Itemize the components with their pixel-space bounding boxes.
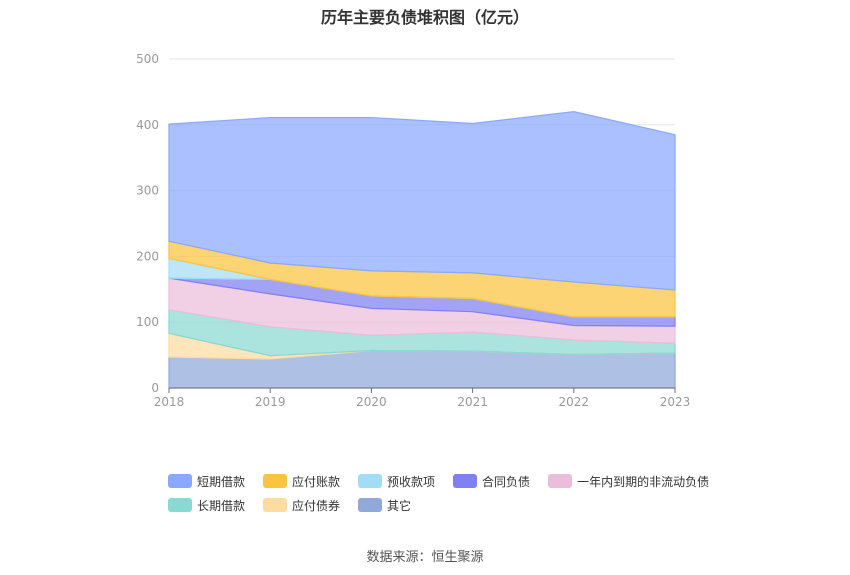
y-tick-label-200: 200: [136, 249, 159, 263]
legend-item[interactable]: 短期借款: [168, 473, 245, 489]
y-tick-label-100: 100: [136, 315, 159, 329]
legend-label: 其它: [387, 498, 412, 513]
legend-item[interactable]: 其它: [358, 497, 411, 513]
legend-swatch: [263, 474, 288, 488]
x-tick-label-2020: 2020: [356, 395, 387, 409]
x-tick-label-2018: 2018: [154, 395, 185, 409]
legend-label: 应付账款: [292, 474, 341, 489]
legend-label: 合同负债: [482, 474, 531, 489]
legend-swatch: [168, 474, 192, 488]
legend-item[interactable]: 一年内到期的非流动负债: [548, 473, 709, 489]
legend-swatch: [168, 498, 192, 512]
legend-swatch: [453, 474, 478, 488]
x-tick-label-2022: 2022: [559, 395, 590, 409]
legend-label: 预收款项: [387, 474, 436, 489]
legend-swatch: [263, 498, 288, 512]
legend-label: 一年内到期的非流动负债: [577, 474, 710, 489]
legend-item[interactable]: 应付账款: [263, 473, 340, 489]
legend-swatch: [358, 498, 383, 512]
legend-item[interactable]: 合同负债: [453, 473, 530, 489]
y-tick-label-300: 300: [136, 184, 159, 198]
legend-swatch: [358, 474, 383, 488]
legend-label: 长期借款: [197, 498, 246, 513]
legend-item[interactable]: 应付债券: [263, 497, 340, 513]
x-tick-label-2023: 2023: [660, 395, 691, 409]
legend-label: 应付债券: [292, 498, 341, 513]
y-tick-label-500: 500: [136, 52, 159, 66]
legend-item[interactable]: 长期借款: [168, 497, 245, 513]
legend-label: 短期借款: [197, 474, 246, 489]
y-tick-label-400: 400: [136, 118, 159, 132]
data-source: 数据来源：恒生聚源: [366, 550, 484, 565]
legend-swatch: [548, 474, 573, 488]
area-7: [168, 111, 676, 291]
stacked-area-chart: 0 100 200 300 400 500 2018 2019 2020 2021 2022 2023: [136, 52, 691, 409]
legend-item[interactable]: 预收款项: [358, 473, 435, 489]
chart-title: 历年主要负债堆积图（亿元）: [320, 8, 529, 27]
y-tick-label-0: 0: [151, 381, 159, 395]
chart-legend: 短期借款 应付账款 预收款项 合同负债 一年内到期的非流动负债长期借款 应付债券 其它: [168, 473, 728, 513]
x-tick-label-2021: 2021: [457, 395, 488, 409]
x-tick-label-2019: 2019: [255, 395, 286, 409]
